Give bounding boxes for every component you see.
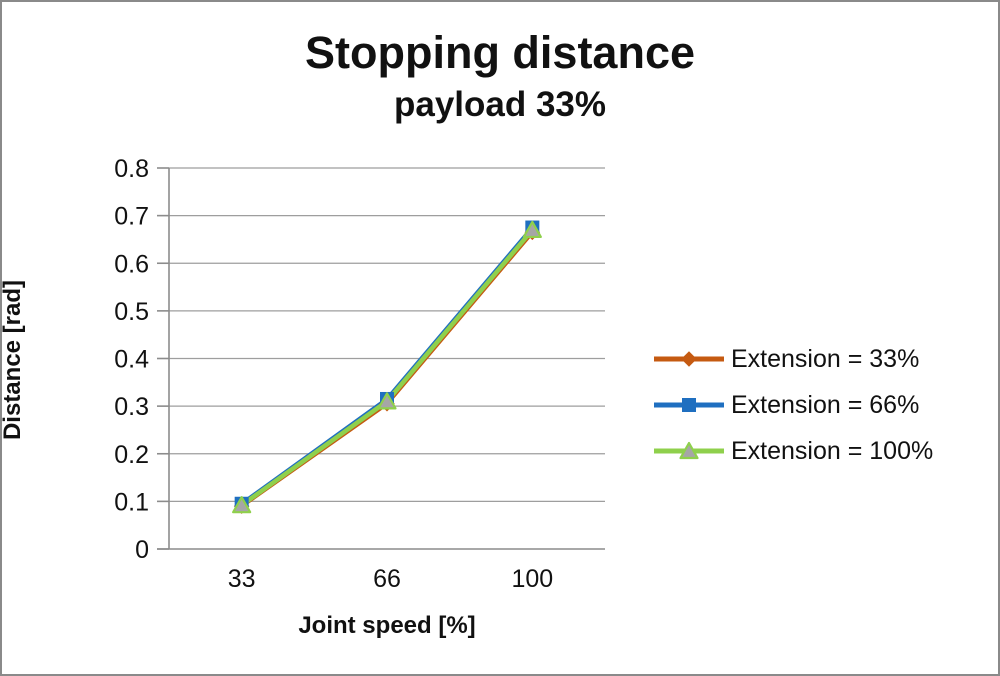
square-marker — [682, 398, 696, 412]
y-tick-label: 0.5 — [114, 298, 149, 326]
series-line-1 — [239, 225, 535, 506]
y-tick-label: 0.7 — [114, 203, 149, 231]
triangle-marker — [377, 392, 397, 410]
x-tick-label: 66 — [373, 565, 401, 593]
y-tick-label: 0.6 — [114, 250, 149, 278]
series-markers-0 — [233, 224, 541, 514]
series-markers-1 — [234, 220, 540, 511]
chart-title: Stopping distance — [304, 27, 695, 78]
y-tick-label: 0.4 — [114, 346, 149, 374]
legend-swatch-extension-33 — [654, 351, 724, 367]
triangle-marker — [522, 220, 542, 239]
legend: Extension = 33% Extension = 66% Extensio… — [654, 336, 933, 474]
y-tick-label: 0.8 — [114, 155, 149, 183]
triangle-marker — [232, 496, 252, 514]
series-line-2 — [239, 227, 535, 508]
series-line-0 — [239, 230, 535, 509]
legend-label: Extension = 100% — [731, 436, 934, 465]
series-markers-2 — [232, 220, 542, 514]
legend-item-extension-33: Extension = 33% — [654, 336, 933, 382]
y-tick-labels: 0 0.1 0.2 0.3 0.4 0.5 0.6 0.7 0.8 — [114, 155, 149, 564]
chart-subtitle: payload 33% — [393, 85, 607, 124]
x-axis-title: Joint speed [%] — [298, 612, 476, 639]
y-tick-label: 0.2 — [114, 441, 149, 469]
y-tick-label: 0 — [135, 536, 149, 564]
y-tick-label: 0.1 — [114, 488, 149, 516]
x-tick-label: 33 — [228, 565, 256, 593]
legend-label: Extension = 33% — [731, 344, 920, 373]
legend-swatch-extension-66 — [654, 398, 724, 412]
legend-label: Extension = 66% — [731, 390, 920, 419]
y-tick-label: 0.3 — [114, 393, 149, 421]
axes — [157, 167, 605, 550]
legend-item-extension-66: Extension = 66% — [654, 382, 933, 428]
legend-item-extension-100: Extension = 100% — [654, 428, 933, 474]
diamond-marker — [681, 351, 697, 367]
gridlines — [169, 167, 605, 503]
legend-swatch-extension-100 — [654, 441, 724, 460]
x-tick-label: 100 — [511, 565, 553, 593]
x-tick-labels: 33 66 100 — [228, 565, 553, 593]
triangle-marker — [679, 441, 699, 460]
